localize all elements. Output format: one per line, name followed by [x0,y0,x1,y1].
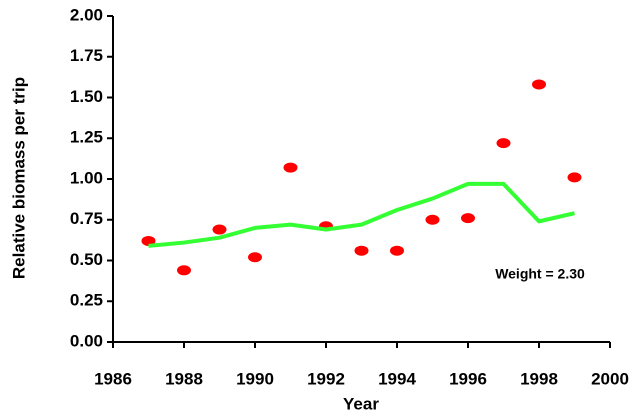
x-tick-label: 1994 [378,369,416,388]
x-tick-label: 1986 [94,369,132,388]
y-tick-label: 2.00 [70,5,103,24]
x-tick-label: 1998 [520,369,558,388]
y-tick-label: 0.25 [70,291,103,310]
point [390,245,404,256]
y-tick-label: 1.50 [70,87,103,106]
point [461,213,475,224]
y-tick-label: 1.00 [70,168,103,187]
annotation: Weight = 2.30 [495,266,585,282]
x-tick-label: 1988 [165,369,203,388]
y-tick-label: 0.50 [70,250,103,269]
point [425,214,440,225]
point [532,79,546,90]
x-tick-label: 1996 [449,369,487,388]
y-axis-label: Relative biomass per trip [9,77,28,279]
point [567,172,582,183]
x-tick-label: 1990 [236,369,274,388]
point [496,138,511,149]
point [283,162,298,173]
y-tick-label: 1.75 [70,46,103,65]
x-axis-label: Year [343,394,379,413]
point [177,265,191,276]
point [141,235,156,246]
point [212,224,227,235]
y-tick-label: 1.25 [70,128,103,147]
x-tick-label: 2000 [591,369,629,388]
y-tick-label: 0.75 [70,209,103,228]
line [148,181,575,248]
point [354,245,369,256]
x-tick-label: 1992 [307,369,345,388]
y-tick-label: 0.00 [70,331,103,350]
point [248,252,262,263]
